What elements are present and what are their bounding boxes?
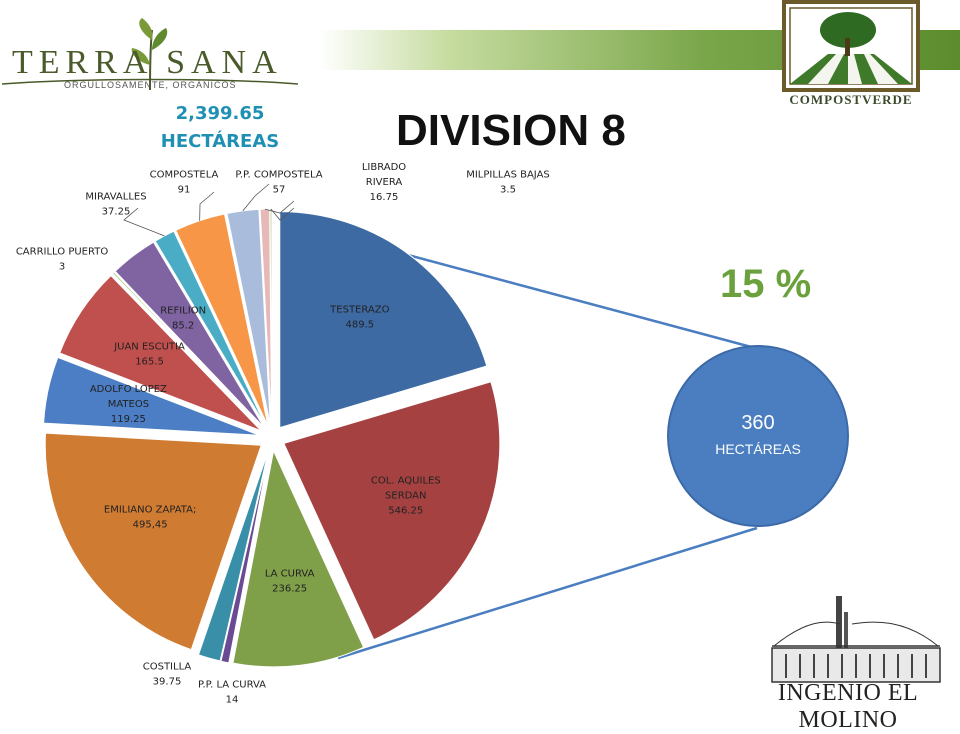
pie-label-costilla: COSTILLA 39.75 bbox=[143, 662, 192, 688]
pie-label-milpillas-bajas: MILPILLAS BAJAS 3.5 bbox=[466, 170, 550, 196]
total-area-value: 2,399.65 bbox=[175, 103, 265, 124]
pie-label-col-aquiles-serdan: COL. AQUILES SERDAN 546.25 bbox=[371, 476, 441, 517]
sprout-icon bbox=[1, 18, 299, 90]
pie-label-librado-rivera: LIBRADO RIVERA 16.75 bbox=[362, 162, 406, 203]
sugar-mill-icon bbox=[771, 596, 941, 683]
callout-unit: HECTÁREAS bbox=[715, 441, 801, 457]
pie-label-miravalles: MIRAVALLES 37.25 bbox=[85, 192, 146, 218]
pie-label-p-p-la-curva: P.P. LA CURVA 14 bbox=[198, 680, 266, 706]
pie-slice-milpillas-bajas bbox=[269, 208, 273, 426]
pie-label-compostela: COMPOSTELA 91 bbox=[150, 170, 219, 196]
compostverde-logo: COMPOSTVERDE bbox=[778, 0, 924, 110]
pie-slice-adolfo-lopez-mateos bbox=[43, 356, 260, 436]
pie-label-refilion: REFILION 85.2 bbox=[160, 306, 206, 332]
callout-value: 360 bbox=[741, 412, 775, 434]
leader-line-compostela bbox=[199, 191, 215, 221]
pie-label-carrillo-puerto: CARRILLO PUERTO 3 bbox=[16, 247, 109, 273]
pie-label-emiliano-zapata: EMILIANO ZAPATA; 495,45 bbox=[104, 505, 196, 531]
callout-bubble bbox=[667, 345, 849, 527]
pie-slice-la-curva bbox=[232, 449, 365, 668]
compostverde-wordmark: COMPOSTVERDE bbox=[789, 92, 913, 107]
pie-slice-col-aquiles-serdan bbox=[283, 381, 501, 641]
chart-title: DIVISION 8 bbox=[396, 106, 626, 155]
pie-slice-emiliano-zapata bbox=[44, 432, 262, 651]
pie-label-la-curva: LA CURVA 236.25 bbox=[265, 568, 315, 594]
pie-label-juan-escutia: JUAN ESCUTIA 165.5 bbox=[113, 341, 185, 367]
pie-slice-costilla bbox=[197, 450, 269, 662]
ingenio-el-molino-wordmark: INGENIO EL MOLINO bbox=[777, 680, 919, 733]
leader-line-p-p-compostela bbox=[242, 183, 270, 212]
terrasana-tagline: ORGULLOSAMENTE, ORGÁNICOS bbox=[64, 80, 237, 90]
tree-field-icon bbox=[782, 0, 920, 92]
terrasana-wordmark: TERRA SANA bbox=[12, 44, 283, 81]
total-area-unit: HECTÁREAS bbox=[160, 131, 280, 152]
pie-slice-refilion bbox=[114, 241, 265, 428]
pie-slice-compostela bbox=[175, 213, 269, 426]
pie-slice-juan-escutia bbox=[59, 274, 262, 432]
terrasana-logo: TERRA SANA ORGULLOSAMENTE, ORGÁNICOS bbox=[0, 10, 300, 90]
pie-label-testerazo: TESTERAZO 489.5 bbox=[329, 305, 389, 331]
pie-slice-p-p-la-curva bbox=[220, 450, 270, 664]
pie-slice-carrillo-puerto bbox=[112, 271, 264, 429]
callout-percent: 15 % bbox=[720, 262, 812, 306]
leader-line-milpillas-bajas bbox=[270, 207, 295, 221]
leader-line-miravalles bbox=[123, 207, 165, 237]
pie-slice-testerazo bbox=[279, 211, 488, 429]
leader-line-librado-rivera bbox=[264, 200, 295, 214]
pie-label-p-p-compostela: P.P. COMPOSTELA 57 bbox=[235, 170, 322, 196]
ingenio-el-molino-logo: INGENIO EL MOLINO bbox=[766, 590, 946, 733]
pie-label-adolfo-lopez-mateos: ADOLFO LOPEZ MATEOS 119.25 bbox=[90, 384, 167, 425]
